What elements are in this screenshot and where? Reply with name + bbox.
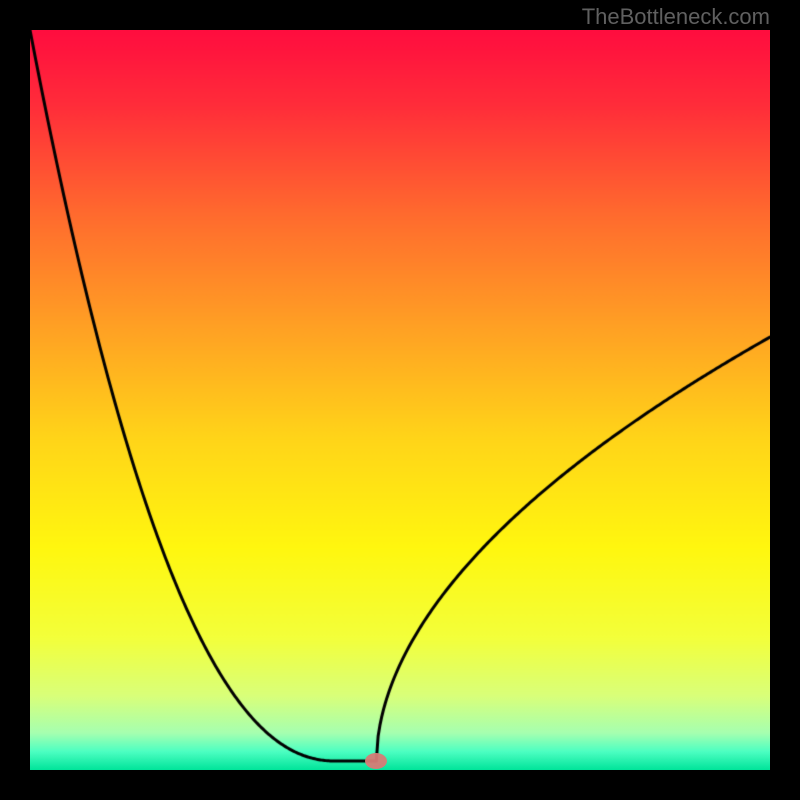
watermark-text: TheBottleneck.com [582, 4, 770, 30]
bottleneck-curve [30, 30, 770, 770]
chart-stage: TheBottleneck.com [0, 0, 800, 800]
